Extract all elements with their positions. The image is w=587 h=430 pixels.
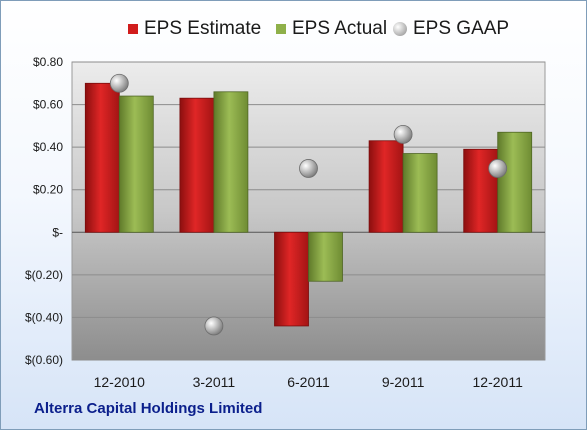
y-tick-label: $(0.60) — [25, 353, 63, 367]
y-tick-label: $0.60 — [33, 98, 63, 112]
x-axis-ticks: 12-2010 3-2011 6-2011 9-2011 12-2011 — [94, 374, 523, 390]
legend-item-eps-gaap: EPS GAAP — [393, 16, 509, 42]
y-tick-label: $(0.20) — [25, 268, 63, 282]
x-tick-label: 9-2011 — [382, 374, 425, 390]
y-tick-label: $0.80 — [33, 55, 63, 69]
bar-eps-estimate — [274, 231, 309, 327]
x-tick-label: 3-2011 — [193, 374, 236, 390]
point-eps-gaap — [488, 159, 508, 178]
y-tick-label: $0.40 — [33, 140, 63, 154]
bar-eps-actual — [308, 231, 343, 282]
point-eps-gaap — [393, 124, 413, 144]
point-eps-gaap — [204, 316, 224, 336]
chart-legend: EPS Estimate EPS Actual EPS GAAP — [0, 16, 587, 42]
company-name: Alterra Capital Holdings Limited — [34, 400, 263, 417]
legend-swatch-eps-estimate — [128, 24, 138, 34]
gaap-points — [109, 73, 508, 336]
y-tick-label: $0.20 — [33, 183, 63, 197]
bar-eps-estimate — [179, 97, 215, 233]
x-tick-label: 12-2010 — [94, 374, 146, 390]
point-eps-gaap — [299, 159, 318, 178]
legend-swatch-eps-actual — [276, 24, 286, 34]
legend-item-eps-estimate: EPS Estimate — [128, 16, 261, 42]
legend-swatch-eps-gaap — [393, 22, 407, 36]
legend-label-eps-gaap: EPS GAAP — [413, 18, 510, 39]
x-tick-label: 12-2011 — [473, 374, 524, 390]
bar-eps-actual — [213, 91, 249, 233]
point-eps-gaap — [109, 73, 129, 93]
legend-item-eps-actual: EPS Actual — [276, 16, 387, 42]
legend-label-eps-actual: EPS Actual — [292, 18, 388, 39]
bar-eps-actual — [402, 153, 438, 233]
y-tick-label: $(0.40) — [25, 310, 63, 324]
bar-eps-estimate — [84, 82, 120, 233]
bar-eps-estimate — [368, 140, 404, 233]
legend-label-eps-estimate: EPS Estimate — [144, 18, 262, 39]
y-tick-label: $- — [52, 225, 63, 239]
bars — [84, 82, 533, 327]
y-axis-ticks: $0.80 $0.60 $0.40 $0.20 $- $(0.20) $(0.40) $(0.… — [25, 55, 63, 367]
bar-eps-actual — [118, 95, 154, 233]
bar-eps-actual — [497, 131, 533, 233]
x-tick-label: 6-2011 — [287, 374, 330, 390]
